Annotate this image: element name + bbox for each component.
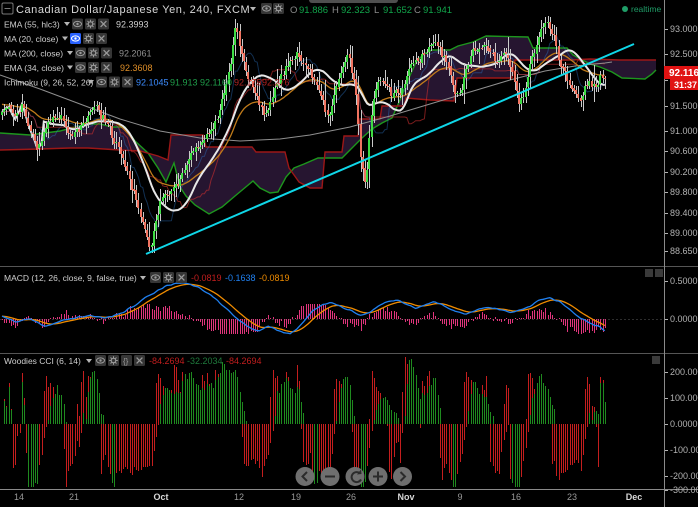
svg-text:-0.0819: -0.0819 <box>191 273 222 283</box>
svg-text:90.600: 90.600 <box>670 146 698 156</box>
svg-text:O: O <box>290 5 297 16</box>
svg-text:92.3608: 92.3608 <box>120 63 153 73</box>
svg-text:EMA (55, hlc3): EMA (55, hlc3) <box>4 20 60 30</box>
svg-text:-300.000: -300.000 <box>670 485 698 495</box>
svg-text:88.650: 88.650 <box>670 246 698 256</box>
svg-text:realtime: realtime <box>631 4 662 14</box>
svg-text:12: 12 <box>234 492 244 502</box>
svg-text:Canadian Dollar/Japanese Yen,: Canadian Dollar/Japanese Yen, 240, FXCM <box>16 4 250 16</box>
svg-text:100.0000: 100.0000 <box>670 393 698 403</box>
svg-text:-100.000: -100.000 <box>670 445 698 455</box>
svg-text:91.000: 91.000 <box>670 126 698 136</box>
svg-text:92.1160: 92.1160 <box>200 78 232 88</box>
svg-text:MACD (12, 26, close, 9, false,: MACD (12, 26, close, 9, false, true) <box>4 273 137 283</box>
svg-text:31:37: 31:37 <box>674 80 697 90</box>
svg-text:92.3993: 92.3993 <box>116 20 149 30</box>
svg-text:Oct: Oct <box>153 492 168 502</box>
svg-text:C: C <box>414 5 421 16</box>
svg-text:{}: {} <box>123 357 129 366</box>
svg-text:21: 21 <box>69 492 79 502</box>
svg-text:89.800: 89.800 <box>670 187 698 197</box>
svg-text:-84.2694: -84.2694 <box>226 356 262 366</box>
svg-text:H: H <box>332 5 339 16</box>
svg-text:-32.2034: -32.2034 <box>187 356 223 366</box>
svg-text:92.2061: 92.2061 <box>119 49 152 59</box>
svg-text:-0.1638: -0.1638 <box>225 273 256 283</box>
svg-text:Ichimoku (9, 26, 52, 26): Ichimoku (9, 26, 52, 26) <box>4 78 93 88</box>
svg-text:0.5000: 0.5000 <box>670 276 698 286</box>
svg-text:EMA (34, close): EMA (34, close) <box>4 63 64 73</box>
svg-text:91.886: 91.886 <box>299 5 328 16</box>
svg-text:26: 26 <box>346 492 356 502</box>
svg-text:92.500: 92.500 <box>670 49 698 59</box>
svg-text:92.323: 92.323 <box>341 5 370 16</box>
svg-text:-0.0819: -0.0819 <box>259 273 290 283</box>
svg-text:16: 16 <box>511 492 521 502</box>
svg-text:91.500: 91.500 <box>670 101 698 111</box>
svg-text:93.000: 93.000 <box>670 24 698 34</box>
svg-text:91.913: 91.913 <box>170 78 198 88</box>
svg-text:89.400: 89.400 <box>670 208 698 218</box>
svg-text:91.652: 91.652 <box>383 5 412 16</box>
svg-text:0.0000: 0.0000 <box>670 419 698 429</box>
svg-text:92.276: 92.276 <box>262 78 290 88</box>
svg-text:L: L <box>374 5 379 16</box>
svg-text:92.116: 92.116 <box>669 68 698 79</box>
svg-text:MA (20, close): MA (20, close) <box>4 34 58 44</box>
svg-text:92.1045: 92.1045 <box>136 78 169 88</box>
svg-text:Nov: Nov <box>397 492 414 502</box>
svg-text:9: 9 <box>457 492 462 502</box>
svg-text:200.0000: 200.0000 <box>670 367 698 377</box>
svg-text:14: 14 <box>14 492 24 502</box>
svg-text:23: 23 <box>567 492 577 502</box>
svg-text:Dec: Dec <box>626 492 643 502</box>
svg-text:-200.000: -200.000 <box>670 471 698 481</box>
svg-text:-84.2694: -84.2694 <box>149 356 185 366</box>
svg-text:91.941: 91.941 <box>423 5 452 16</box>
svg-text:19: 19 <box>291 492 301 502</box>
svg-text:Woodies CCI (6, 14): Woodies CCI (6, 14) <box>4 356 81 366</box>
svg-text:0.0000: 0.0000 <box>670 314 698 324</box>
svg-text:MA (200, close): MA (200, close) <box>4 49 63 59</box>
svg-text:92.175: 92.175 <box>234 78 262 88</box>
svg-text:90.200: 90.200 <box>670 167 698 177</box>
svg-text:89.000: 89.000 <box>670 228 698 238</box>
